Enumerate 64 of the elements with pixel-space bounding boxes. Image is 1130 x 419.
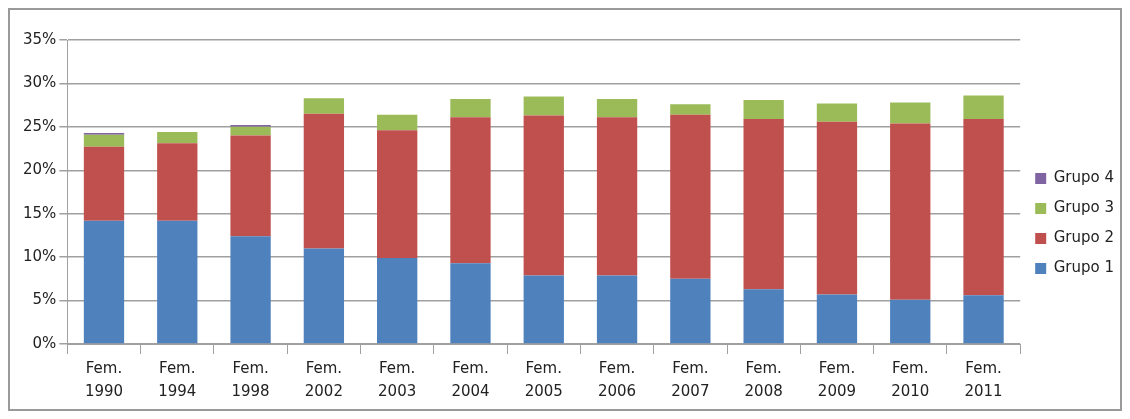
bar	[230, 135, 271, 237]
bar	[670, 278, 711, 344]
bar	[450, 263, 491, 344]
legend-label: Grupo 3	[1053, 198, 1114, 217]
bar	[377, 130, 418, 259]
bar	[523, 96, 564, 116]
bar	[816, 103, 858, 122]
bar	[303, 248, 345, 344]
bar	[83, 146, 125, 221]
bar	[303, 113, 345, 249]
bar	[743, 119, 784, 290]
bar	[963, 95, 1004, 120]
y-tick-label: 30%	[23, 73, 57, 92]
bar	[303, 98, 345, 114]
bar	[890, 102, 931, 124]
bar	[816, 121, 858, 295]
x-tick-label: Fem. 2008	[744, 359, 783, 400]
x-tick-label: Fem. 2011	[964, 359, 1003, 400]
legend-label: Grupo 2	[1053, 228, 1114, 247]
y-tick-label: 0%	[32, 333, 57, 352]
bar	[596, 275, 638, 344]
bar	[670, 104, 711, 115]
bar	[377, 258, 418, 344]
legend-label: Grupo 1	[1053, 258, 1114, 277]
x-tick-label: Fem. 2004	[451, 359, 490, 400]
bar	[157, 220, 198, 344]
bar	[450, 117, 491, 264]
x-tick-label: Fem. 2002	[304, 359, 343, 400]
bar	[596, 117, 638, 276]
y-tick-label: 10%	[23, 247, 57, 266]
bar	[596, 99, 638, 118]
y-tick-label: 25%	[23, 116, 57, 135]
y-tick-label: 35%	[23, 29, 57, 48]
x-tick-label: Fem. 2003	[378, 359, 417, 400]
bar	[157, 143, 198, 221]
x-tick-label: Fem. 2009	[817, 359, 857, 400]
bar	[523, 275, 564, 344]
x-tick-label: Fem. 2010	[891, 359, 930, 400]
y-tick-label: 15%	[23, 203, 57, 222]
bar	[523, 115, 564, 276]
bar	[743, 289, 784, 344]
x-tick-label: Fem. 2005	[524, 359, 563, 400]
bar	[670, 114, 711, 279]
bar	[83, 220, 125, 344]
bar	[83, 134, 125, 147]
bar	[743, 99, 784, 120]
bar	[963, 119, 1004, 296]
bar	[816, 294, 858, 344]
bar	[450, 99, 491, 118]
x-tick-label: Fem. 1998	[231, 359, 270, 400]
legend-label: Grupo 4	[1053, 168, 1114, 187]
bar	[377, 114, 418, 131]
y-tick-label: 5%	[32, 290, 57, 309]
x-tick-label: Fem. 1994	[158, 359, 197, 400]
x-tick-label: Fem. 2006	[597, 359, 637, 400]
bar	[157, 132, 198, 144]
y-tick-label: 20%	[23, 160, 57, 179]
bar	[890, 123, 931, 300]
x-tick-label: Fem. 2007	[671, 359, 710, 400]
bar	[230, 236, 271, 344]
bar	[230, 126, 271, 136]
bar	[963, 295, 1004, 344]
bar	[890, 299, 931, 344]
x-tick-label: Fem. 1990	[84, 359, 124, 400]
